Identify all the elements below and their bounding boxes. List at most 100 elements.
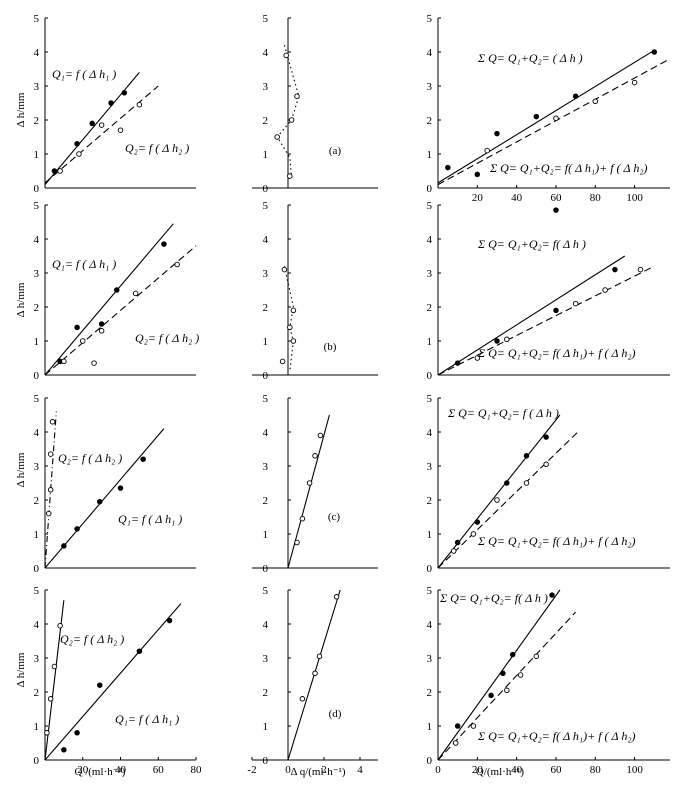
- data-point: [509, 651, 516, 658]
- y-tick-label: 0: [263, 370, 269, 382]
- data-point: [74, 141, 80, 147]
- data-point: [553, 307, 559, 314]
- data-point: [474, 171, 481, 178]
- y-tick-label: 4: [427, 427, 433, 439]
- y-tick-label: 3: [427, 268, 433, 280]
- series-annotation: Σ Q= Q₁+Q₂= f( Δ h ): [439, 591, 548, 605]
- series-line: [283, 266, 294, 372]
- data-point: [533, 653, 540, 660]
- series-annotation: Q₁= f ( Δ h₁ ): [52, 67, 116, 81]
- data-point: [500, 670, 506, 677]
- data-point: [51, 168, 58, 174]
- data-point: [136, 648, 143, 654]
- x-axis-label-middle: Δ q/(ml·h⁻¹): [291, 766, 346, 778]
- y-tick-label: 0: [34, 183, 40, 195]
- y-tick-label: 1: [427, 529, 433, 541]
- y-tick-label: 2: [34, 302, 40, 314]
- y-tick-label: 2: [34, 115, 40, 127]
- series-annotation: Q₂= f ( Δ h₂ ): [125, 141, 189, 155]
- panel-a-left: 0 1 2 3 4 5 Q₁= f ( Δ h₁ ) Q₂= f ( Δ h₂ ): [34, 13, 196, 195]
- data-point: [452, 740, 459, 746]
- series-line: [44, 245, 197, 376]
- x-tick-label: -2: [247, 764, 256, 776]
- panel-d-right: 0 1 2 3 4 5 0 20 40 60 80 100 Σ Q= Q₁+Q₂= f( Δ h ) Σ …: [427, 585, 670, 776]
- data-point: [61, 747, 67, 753]
- data-point: [287, 324, 293, 331]
- data-point: [57, 622, 63, 629]
- y-tick-label: 3: [263, 653, 269, 665]
- data-point: [117, 485, 124, 491]
- y-tick-label: 5: [427, 200, 433, 212]
- panel-c-mid: 0 1 2 3 4 5 (c): [252, 393, 378, 575]
- panel-c-left: 0 1 2 3 4 5 Q₂= f ( Δ h₂ ) Q₁= f ( Δ h₁ ): [34, 393, 196, 575]
- data-point: [288, 117, 295, 123]
- series-line: [44, 603, 182, 761]
- y-tick-label: 4: [263, 427, 269, 439]
- data-point: [274, 134, 280, 140]
- data-point: [161, 241, 167, 247]
- data-point: [494, 130, 500, 137]
- x-tick-label: 4: [357, 764, 363, 776]
- x-tick-label: 100: [626, 192, 643, 204]
- data-point: [51, 663, 58, 670]
- y-tick-label: 3: [427, 461, 433, 473]
- data-point: [74, 730, 80, 736]
- data-point: [612, 266, 618, 273]
- x-tick-label: 2: [321, 764, 327, 776]
- data-point: [294, 93, 300, 99]
- series-line: [44, 72, 140, 185]
- data-point: [98, 122, 105, 128]
- data-point: [317, 432, 324, 439]
- x-tick-label: 20: [472, 764, 484, 776]
- y-tick-label: 5: [427, 393, 433, 405]
- y-tick-label: 0: [263, 183, 269, 195]
- data-point: [96, 682, 103, 688]
- data-point: [91, 360, 97, 366]
- series-line: [437, 265, 655, 376]
- y-tick-label: 2: [263, 495, 269, 507]
- data-point: [488, 692, 494, 699]
- x-tick-label: 20: [472, 192, 484, 204]
- y-tick-label: 5: [263, 585, 269, 597]
- x-tick-label: 100: [626, 764, 643, 776]
- data-point: [523, 480, 530, 486]
- panel-label: (b): [324, 341, 337, 353]
- data-point: [47, 451, 54, 457]
- x-tick-label: 0: [435, 764, 441, 776]
- y-tick-label: 0: [34, 370, 40, 382]
- data-point: [166, 617, 173, 624]
- data-point: [316, 653, 323, 660]
- panel-b-left: 0 1 2 3 4 5 Q₁= f ( Δ h₁ ) Q₂= f ( Δ h₂ ): [34, 200, 200, 382]
- data-point: [494, 338, 500, 344]
- y-tick-label: 5: [427, 13, 433, 25]
- data-point: [74, 526, 80, 532]
- data-point: [113, 287, 120, 293]
- data-point: [299, 696, 306, 702]
- y-tick-label: 3: [34, 461, 40, 473]
- y-tick-label: 4: [263, 619, 269, 631]
- y-tick-label: 5: [34, 585, 40, 597]
- x-tick-label: 80: [590, 192, 602, 204]
- data-point: [651, 49, 658, 55]
- y-tick-label: 2: [34, 495, 40, 507]
- x-axis-label-right: Q/(ml·h⁻¹): [476, 766, 525, 778]
- y-tick-label: 3: [263, 461, 269, 473]
- y-tick-label: 5: [34, 393, 40, 405]
- y-axis-label-row-b: Δ h/mm: [15, 282, 27, 317]
- data-point: [553, 115, 559, 122]
- data-point: [445, 164, 451, 171]
- data-point: [47, 696, 54, 702]
- y-tick-label: 4: [427, 47, 433, 59]
- y-tick-label: 4: [34, 234, 40, 246]
- panel-d-left: 0 1 2 3 4 5 20 40 60 80 Q₂= f ( Δ h₂ ) Q₁= f ( Δ h₁…: [34, 585, 203, 776]
- data-point: [312, 670, 318, 677]
- y-tick-label: 4: [34, 619, 40, 631]
- panel-a-mid: 0 1 2 3 4 5 (a): [252, 13, 378, 195]
- panel-b-mid: 0 1 2 3 4 5 (b): [252, 200, 378, 382]
- data-point: [631, 79, 638, 86]
- y-tick-label: 3: [34, 653, 40, 665]
- series-annotation: Σ Q= Q₁+Q₂= f( Δ h₁)+ f ( Δ h₂): [477, 729, 636, 743]
- data-point: [98, 321, 105, 327]
- y-tick-label: 1: [34, 721, 40, 733]
- data-point: [290, 338, 297, 344]
